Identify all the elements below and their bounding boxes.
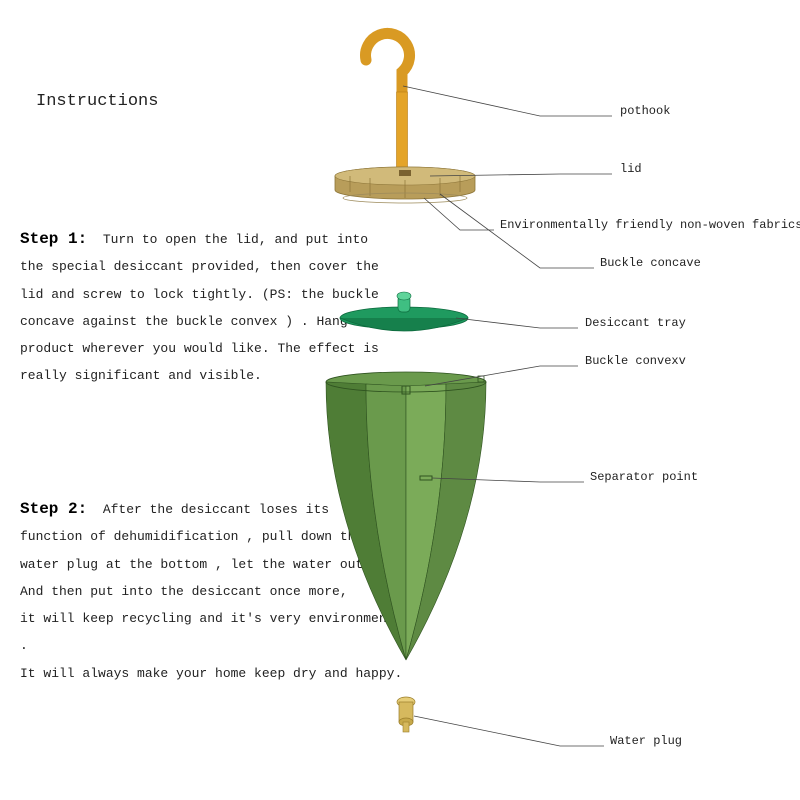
- label-fabrics: Environmentally friendly non-woven fabri…: [500, 218, 800, 232]
- step-2-body: After the desiccant loses its function o…: [20, 502, 410, 681]
- water-plug-icon: [397, 697, 415, 732]
- label-water-plug: Water plug: [610, 734, 682, 748]
- step-1-block: Step 1: Turn to open the lid, and put in…: [20, 226, 390, 390]
- label-pothook: pothook: [620, 104, 670, 118]
- label-separator-point: Separator point: [590, 470, 698, 484]
- label-buckle-concave: Buckle concave: [600, 256, 701, 270]
- step-2-heading: Step 2:: [20, 500, 87, 518]
- step-2-block: Step 2: After the desiccant loses its fu…: [20, 496, 420, 687]
- step-1-heading: Step 1:: [20, 230, 87, 248]
- label-desiccant-tray: Desiccant tray: [585, 316, 686, 330]
- pothook-icon: [366, 33, 410, 174]
- leader-lines: [403, 86, 612, 746]
- instructions-title: Instructions: [36, 92, 158, 111]
- step-1-body: Turn to open the lid, and put into the s…: [20, 232, 379, 383]
- label-buckle-convex: Buckle convexv: [585, 354, 686, 368]
- lid-icon: [335, 167, 475, 203]
- label-lid: lid: [620, 162, 642, 176]
